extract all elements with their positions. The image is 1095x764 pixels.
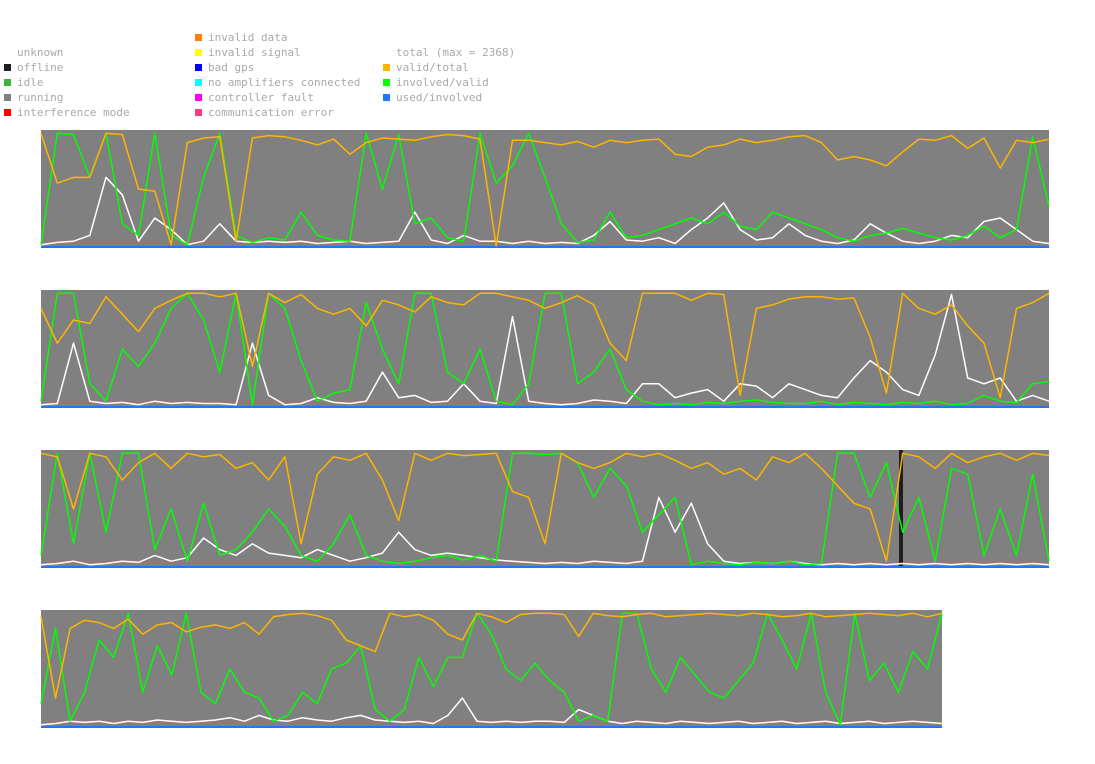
legend-item: offline	[4, 60, 130, 75]
legend-item: total (max = 2368)	[383, 45, 515, 60]
legend-label: controller fault	[208, 91, 314, 104]
legend-lines: total (max = 2368) valid/total involved/va…	[383, 45, 515, 105]
legend-item: communication error	[195, 105, 360, 120]
legend-item: invalid data	[195, 30, 360, 45]
legend-label: invalid data	[208, 31, 288, 44]
legend-label: communication error	[208, 106, 334, 119]
legend-swatch	[4, 109, 11, 116]
plot-panel	[40, 290, 1050, 408]
legend-item: valid/total	[383, 60, 515, 75]
legend-label: no amplifiers connected	[208, 76, 361, 89]
series-involved-valid-line	[40, 612, 943, 726]
legend-swatch	[195, 64, 202, 71]
legend-swatch	[383, 64, 390, 71]
legend-label: unknown	[17, 46, 64, 59]
legend-swatch	[383, 94, 390, 101]
legend-swatch	[195, 109, 202, 116]
legend-item: unknown	[4, 45, 130, 60]
legend-label: bad gps	[208, 61, 255, 74]
legend-item: involved/valid	[383, 75, 515, 90]
series-total-line	[40, 697, 943, 726]
legend-label: total (max = 2368)	[396, 46, 516, 59]
legend-item: idle	[4, 75, 130, 90]
plot-panel	[40, 450, 1050, 568]
legend-errors: invalid data invalid signal bad gps no ampl…	[195, 30, 360, 120]
running-band	[41, 450, 1049, 568]
legend-item: bad gps	[195, 60, 360, 75]
legend-label: valid/total	[396, 61, 469, 74]
series-involved-valid-line	[40, 292, 1050, 406]
legend-swatch	[195, 79, 202, 86]
legend-item: used/involved	[383, 90, 515, 105]
legend-swatch	[4, 79, 11, 86]
series-valid-total-line	[40, 132, 1050, 247]
legend-label: interference mode	[17, 106, 130, 119]
legend-item: running	[4, 90, 130, 105]
legend-swatch	[195, 34, 202, 41]
legend-label: involved/valid	[396, 76, 489, 89]
plot-panel	[40, 130, 1050, 248]
legend-label: offline	[17, 61, 64, 74]
series-involved-valid-line	[40, 132, 1050, 246]
running-band	[41, 130, 1049, 248]
series-total-line	[40, 176, 1050, 246]
legend-swatch	[195, 94, 202, 101]
series-total-line	[40, 293, 1050, 406]
offline-band	[899, 450, 903, 568]
series-involved-valid-line	[40, 452, 1050, 566]
legend-status: unknown offline idle running interference mo…	[4, 45, 130, 120]
legend-swatch	[4, 64, 11, 71]
legend-swatch	[383, 79, 390, 86]
legend-item: invalid signal	[195, 45, 360, 60]
legend-label: used/involved	[396, 91, 483, 104]
series-valid-total-line	[40, 452, 1050, 562]
series-valid-total-line	[40, 612, 943, 699]
legend-swatch	[4, 94, 11, 101]
series-valid-total-line	[40, 292, 1050, 399]
legend-item: controller fault	[195, 90, 360, 105]
legend-label: idle	[17, 76, 44, 89]
legend-swatch	[195, 49, 202, 56]
legend-label: running	[17, 91, 64, 104]
running-band	[41, 290, 1049, 408]
legend-item: interference mode	[4, 105, 130, 120]
legend-label: invalid signal	[208, 46, 301, 59]
legend-item: no amplifiers connected	[195, 75, 360, 90]
plot-panel	[40, 610, 943, 728]
series-total-line	[40, 496, 1050, 566]
